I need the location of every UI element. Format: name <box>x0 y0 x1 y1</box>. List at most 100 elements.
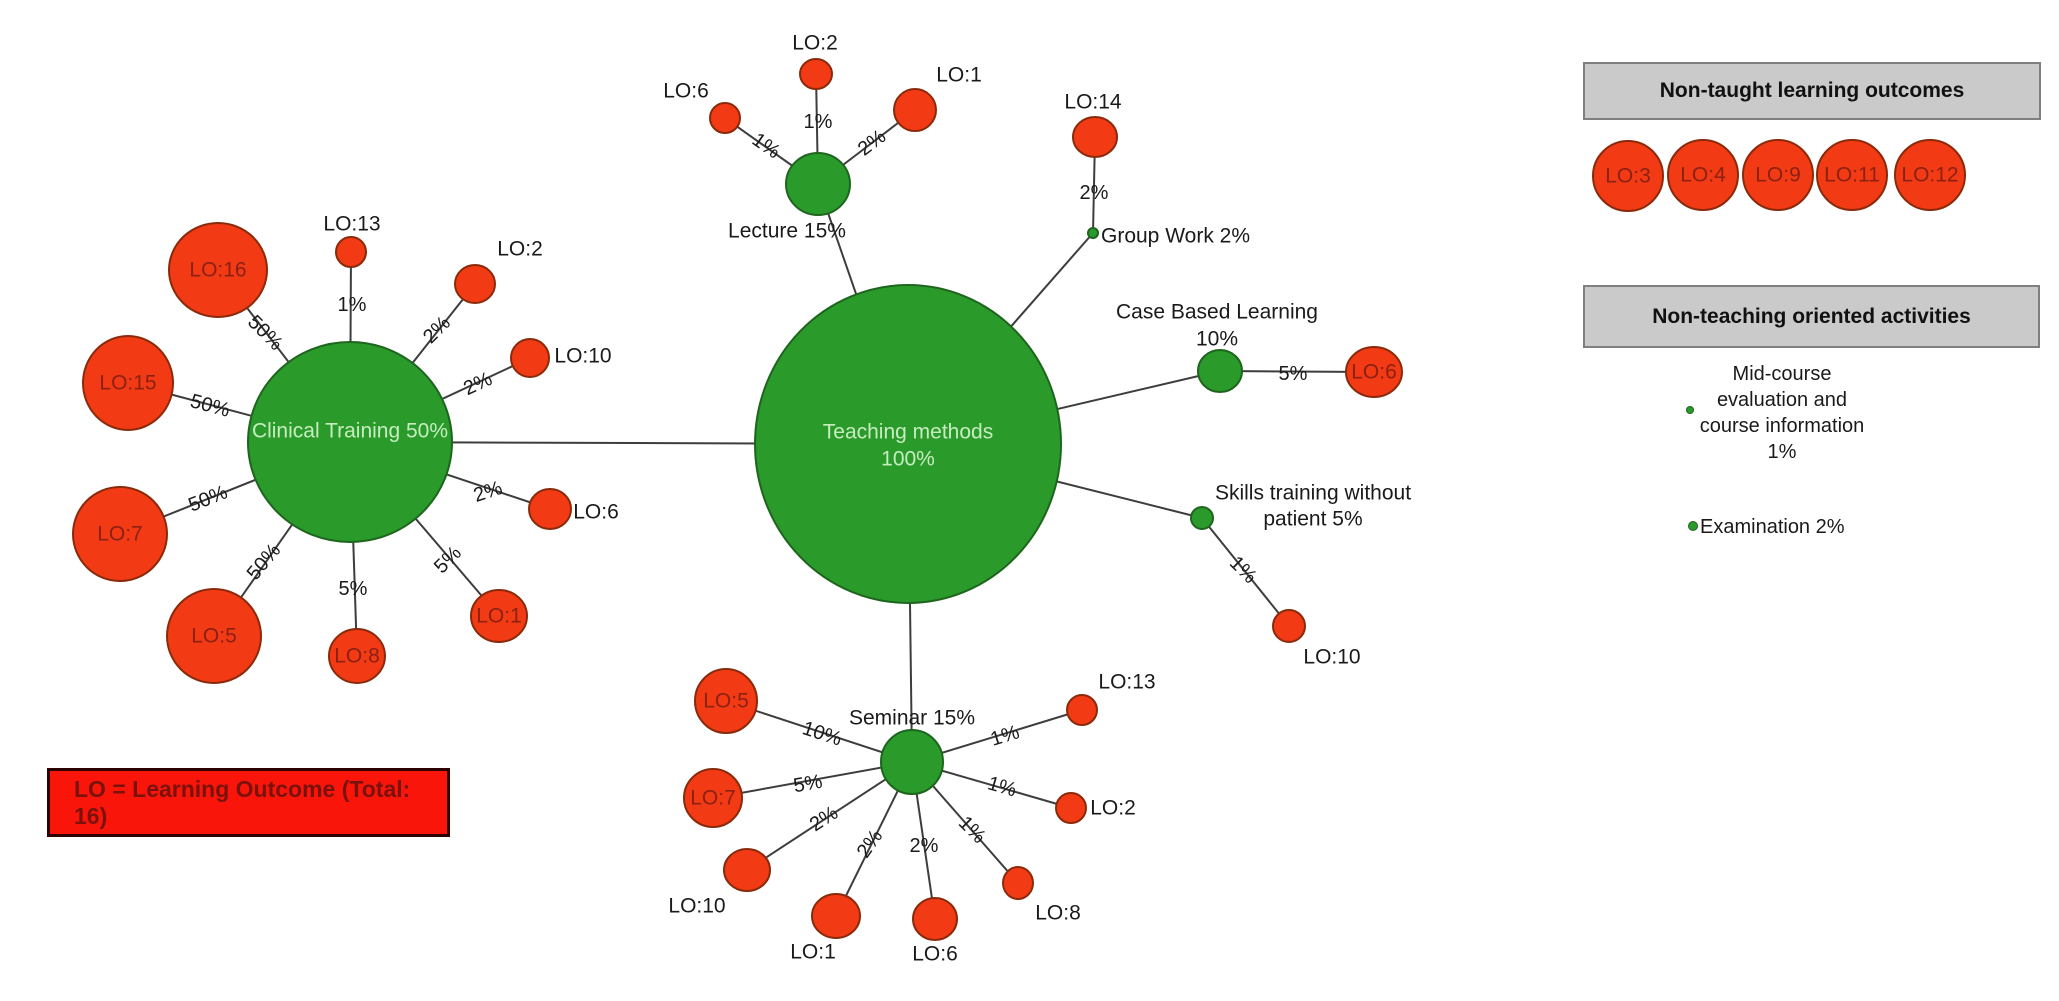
node-tm <box>754 284 1062 604</box>
node-lo2-ct <box>454 264 496 304</box>
node-label-lo16-ct: LO:16 <box>189 259 246 282</box>
node-lo1-lecture <box>893 88 937 132</box>
node-lo13-seminar <box>1066 694 1098 726</box>
edge-label-ct-lo5-ct: 50% <box>243 539 286 584</box>
node-lo3-legend <box>1592 140 1664 212</box>
node-label-tm-1: Teaching methods <box>823 421 993 444</box>
node-label-lo6-seminar: LO:6 <box>912 943 958 966</box>
node-lo6-ct <box>528 488 572 530</box>
node-lo10-ct <box>510 338 550 378</box>
node-lo6-cbl <box>1345 346 1403 398</box>
node-label-lo1-ct: LO:1 <box>476 605 522 628</box>
node-label-lo3-legend: LO:3 <box>1605 165 1651 188</box>
edge-seminar-lo5-seminar <box>725 700 913 763</box>
node-label-skills-2: patient 5% <box>1263 508 1362 531</box>
edge-label-cbl-lo6-cbl: 5% <box>1279 363 1308 385</box>
node-label-lo7-seminar: LO:7 <box>690 787 736 810</box>
node-seminar <box>880 729 944 795</box>
node-label-lo4-legend: LO:4 <box>1680 164 1726 187</box>
lo-note-box: LO = Learning Outcome (Total: 16) <box>47 768 450 837</box>
edge-label-seminar-lo1-seminar: 2% <box>853 826 888 862</box>
node-label-lo10-ct: LO:10 <box>554 345 611 368</box>
node-ct <box>247 341 453 543</box>
node-lo2-seminar <box>1055 792 1087 824</box>
mid-course-line-1: Mid-course <box>1732 363 1832 385</box>
node-label-lo2-ct: LO:2 <box>497 238 543 261</box>
node-label-lo2-seminar: LO:2 <box>1090 797 1136 820</box>
node-label-lo6-cbl: LO:6 <box>1351 361 1397 384</box>
node-lo10-seminar <box>723 848 771 892</box>
node-lo7-seminar <box>683 768 743 828</box>
node-label-lo15-ct: LO:15 <box>99 372 156 395</box>
edge-label-ct-lo13-ct: 1% <box>338 294 367 316</box>
node-lo1-seminar <box>811 893 861 939</box>
node-label-lo11-legend: LO:11 <box>1824 164 1880 187</box>
node-lo13-ct <box>335 236 367 268</box>
node-lo7-ct <box>72 486 168 582</box>
legend-non-taught-title: Non-taught learning outcomes <box>1659 79 1965 102</box>
edge-label-seminar-lo7-seminar: 5% <box>792 771 825 798</box>
edge-seminar-lo10-seminar <box>746 761 913 871</box>
node-lo5-seminar <box>694 668 758 734</box>
node-lo1-ct <box>470 589 528 643</box>
mid-course-line-2: evaluation and <box>1716 389 1848 411</box>
edge-label-groupwork-lo14-groupwork: 2% <box>1080 182 1109 204</box>
edge-label-seminar-lo6-seminar: 2% <box>910 835 939 857</box>
node-label-lo2-lecture: LO:2 <box>792 32 838 55</box>
legend-non-taught-box: Non-taught learning outcomes <box>1583 62 2041 120</box>
edge-label-seminar-lo10-seminar: 2% <box>806 802 842 836</box>
node-label-lo5-ct: LO:5 <box>191 625 237 648</box>
edge-label-seminar-lo5-seminar: 10% <box>800 717 845 750</box>
node-lo15-ct <box>82 335 174 431</box>
examination-dot-icon <box>1688 521 1698 531</box>
node-skills <box>1190 506 1214 530</box>
node-lo10-skills <box>1272 609 1306 643</box>
node-lo4-legend <box>1667 139 1739 211</box>
node-lo5-ct <box>166 588 262 684</box>
mid-course-line-3: course information <box>1699 415 1865 437</box>
node-label-tm-2: 100% <box>881 448 935 471</box>
node-label-lo6-ct: LO:6 <box>573 501 619 524</box>
edge-label-lecture-lo2-lecture: 1% <box>804 111 833 133</box>
edge-seminar-lo7-seminar <box>712 761 913 799</box>
node-label-lo6-lecture: LO:6 <box>663 80 709 103</box>
node-label-lo12-legend: LO:12 <box>1901 164 1958 187</box>
node-lo6-seminar <box>912 897 958 941</box>
edge-skills-lo10-skills <box>1201 517 1290 627</box>
edge-label-ct-lo16-ct: 50% <box>243 311 287 355</box>
node-cbl <box>1197 349 1243 393</box>
node-label-lo10-skills: LO:10 <box>1303 646 1360 669</box>
node-label-skills-1: Skills training without <box>1215 482 1411 505</box>
edge-label-ct-lo8-ct: 5% <box>339 578 368 600</box>
node-label-cbl-1: Case Based Learning <box>1116 301 1318 324</box>
node-label-lo1-lecture: LO:1 <box>936 64 982 87</box>
node-lo14-groupwork <box>1072 116 1118 158</box>
node-groupwork <box>1087 227 1099 239</box>
node-label-lo8-seminar: LO:8 <box>1035 902 1081 925</box>
node-lo8-ct <box>328 628 386 684</box>
node-lo6-lecture <box>709 102 741 134</box>
node-label-lo13-seminar: LO:13 <box>1098 671 1155 694</box>
node-label-lecture: Lecture 15% <box>728 220 846 243</box>
mid-course-dot-icon <box>1686 406 1694 414</box>
edge-label-lecture-lo6-lecture: 1% <box>748 129 784 164</box>
node-lo8-seminar <box>1002 866 1034 900</box>
edge-label-ct-lo7-ct: 50% <box>185 481 231 516</box>
node-lo11-legend <box>1816 139 1888 211</box>
node-label-lo13-ct: LO:13 <box>323 213 380 236</box>
edge-label-ct-lo15-ct: 50% <box>188 390 233 422</box>
edge-label-ct-lo6-ct: 2% <box>471 477 505 507</box>
examination-entry: Examination 2% <box>1700 516 1845 538</box>
node-lecture <box>785 152 851 216</box>
node-label-lo9-legend: LO:9 <box>1755 164 1801 187</box>
node-label-ct: Clinical Training 50% <box>252 420 448 443</box>
mid-course-line-4: 1% <box>1767 441 1797 463</box>
node-label-lo1-seminar: LO:1 <box>790 941 836 964</box>
edge-label-seminar-lo13-seminar: 1% <box>988 721 1022 751</box>
legend-non-teaching-title: Non-teaching oriented activities <box>1652 304 1971 328</box>
node-lo12-legend <box>1894 139 1966 211</box>
node-label-lo8-ct: LO:8 <box>334 645 380 668</box>
node-lo16-ct <box>168 222 268 318</box>
